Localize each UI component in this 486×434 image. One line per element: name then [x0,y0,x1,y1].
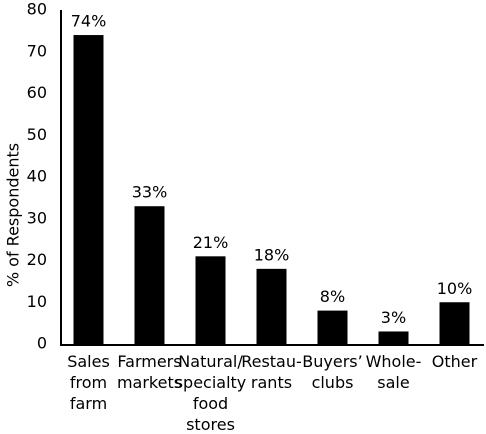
y-axis-label: % of Respondents [4,143,23,287]
value-label: 18% [254,245,290,264]
y-tick-label: 80 [27,0,47,19]
value-label: 8% [320,287,345,306]
y-tick-label: 60 [27,83,47,102]
x-tick-label: Farmers markets [117,352,182,392]
x-tick-label: Restau-rants [241,352,302,392]
bar [134,206,165,344]
bar [378,331,409,344]
value-label: 3% [381,308,406,327]
bar [317,310,348,344]
y-tick-label: 30 [27,208,47,227]
bar [256,268,287,344]
x-tick-label: Buyers’ clubs [302,352,362,392]
y-tick-label: 50 [27,125,47,144]
x-tick-label: Natural/specialty food stores [175,352,247,434]
y-tick-label: 0 [37,334,47,353]
value-label: 33% [132,183,168,202]
value-label: 21% [193,233,229,252]
y-tick-label: 20 [27,250,47,269]
x-tick-label: Sales from farm [67,352,110,413]
y-tick-label: 70 [27,41,47,60]
x-tick-label: Whole-sale [366,352,422,392]
value-label: 10% [437,279,473,298]
y-tick-label: 40 [27,167,47,186]
bar [73,35,104,345]
value-label: 74% [71,12,107,31]
y-tick-label: 10 [27,292,47,311]
bar [195,256,226,344]
x-tick-label: Other [432,352,478,371]
bar [439,302,470,344]
